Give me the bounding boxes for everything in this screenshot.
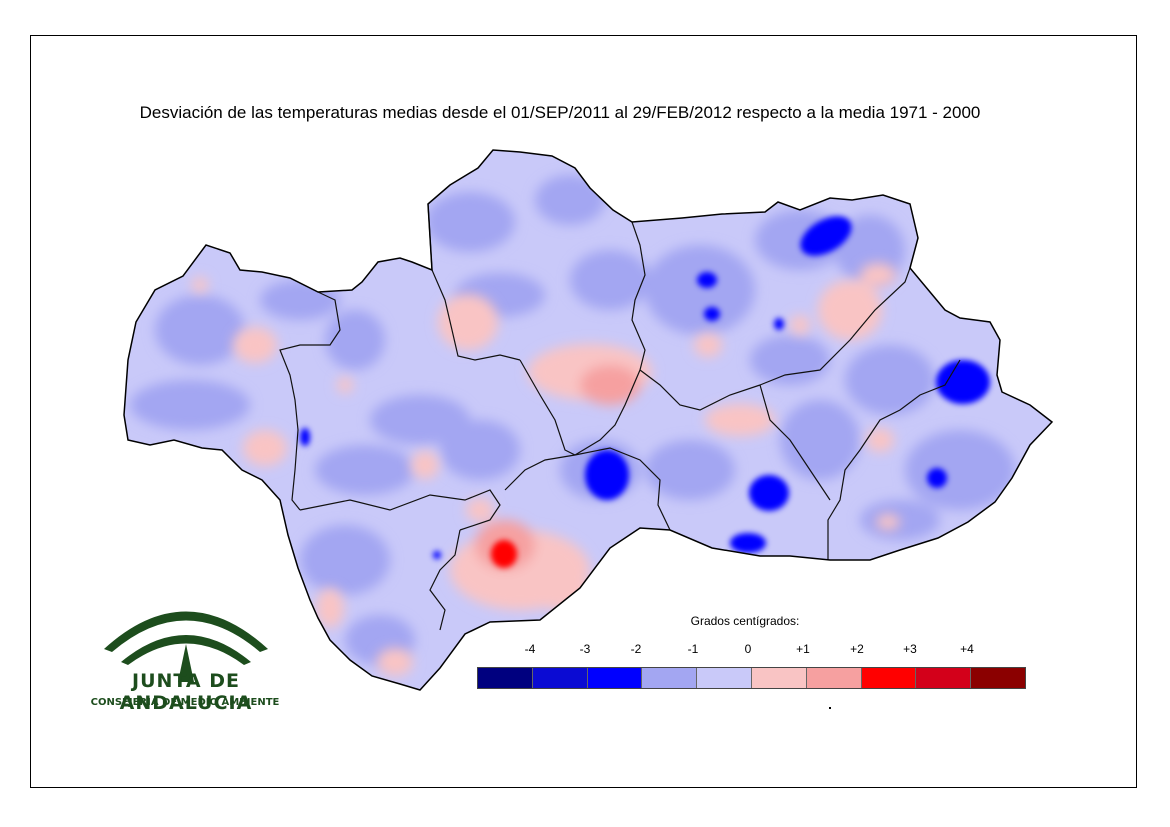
legend-tick-plus1: +1 [796,642,810,656]
legend-tick-minus2: -2 [630,642,642,656]
legend-tick-minus4: -4 [524,642,536,656]
legend-swatch [697,668,752,688]
logo-title: JUNTA DE ANDALUCIA [119,670,253,714]
legend-swatch [587,668,643,688]
legend-tick-minus3: -3 [579,642,591,656]
hot-spot [491,540,517,568]
legend-tick-plus4: +4 [960,642,974,656]
legend-tick-plus2: +2 [850,642,864,656]
legend-swatch [642,668,698,688]
warm-patches [192,263,900,676]
legend-tick-minus1: -1 [687,642,699,656]
cool-patches [130,175,1015,665]
map-title: Desviación de las temperaturas medias de… [139,103,981,122]
logo-subtitle: CONSEJERIA DE MEDIO AMBIENTE [90,697,280,708]
legend-swatch [916,668,972,688]
cold-spots [300,216,990,559]
legend-tick-plus3: +3 [903,642,917,656]
stray-dot [829,707,831,709]
legend-swatch [478,668,533,688]
legend-swatch [971,668,1025,688]
legend-color-bar [477,667,1026,689]
legend-tick-zero: 0 [744,642,752,656]
legend-swatch [532,668,588,688]
legend-swatch [861,668,917,688]
legend-title: Grados centígrados: [690,614,800,628]
legend-swatch [751,668,807,688]
junta-logo-mark [104,611,268,682]
province-borders [279,203,961,631]
legend-swatch [806,668,862,688]
